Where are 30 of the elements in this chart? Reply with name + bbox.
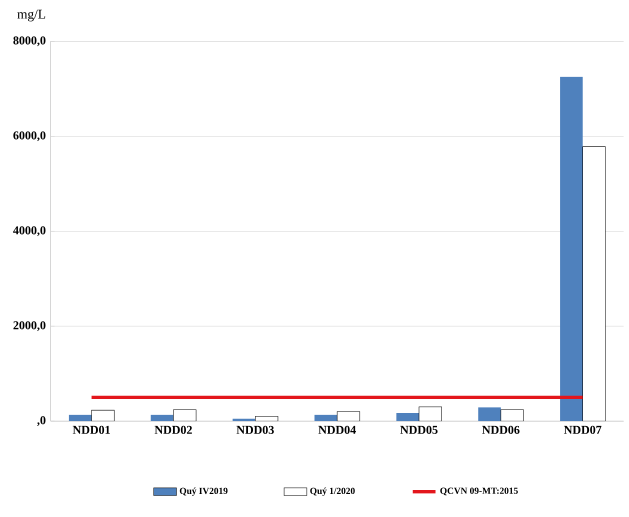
bar [336, 411, 360, 422]
bar [500, 409, 524, 422]
y-axis-title: mg/L [17, 10, 46, 22]
x-tick-label: NDD03 [236, 426, 274, 434]
bar [478, 407, 501, 422]
bar [150, 414, 174, 422]
legend-label: Quý 1/2020 [310, 487, 355, 496]
x-tick-label: NDD01 [72, 426, 110, 434]
x-tick-label: NDD02 [154, 426, 192, 434]
y-tick-label: ,0 [37, 416, 46, 426]
bar [173, 409, 196, 422]
y-tick-label: 4000,0 [13, 226, 46, 236]
bar [232, 418, 256, 422]
bar [396, 413, 420, 422]
bar [560, 76, 583, 422]
x-tick-label: NDD07 [564, 426, 602, 434]
bar [582, 146, 606, 422]
bar [68, 414, 92, 422]
y-tick-label: 6000,0 [13, 131, 46, 142]
legend-label: Quý IV2019 [180, 487, 228, 496]
x-tick-label: NDD05 [400, 426, 438, 434]
bar [91, 410, 114, 422]
bar [255, 416, 278, 422]
y-tick-label: 2000,0 [13, 321, 46, 332]
bar [314, 414, 338, 422]
y-tick-label: 8000,0 [13, 36, 46, 46]
x-tick-label: NDD04 [318, 426, 356, 434]
x-tick-label: NDD06 [482, 426, 520, 434]
bar [418, 406, 442, 422]
legend-label: QCVN 09-MT:2015 [440, 488, 518, 496]
